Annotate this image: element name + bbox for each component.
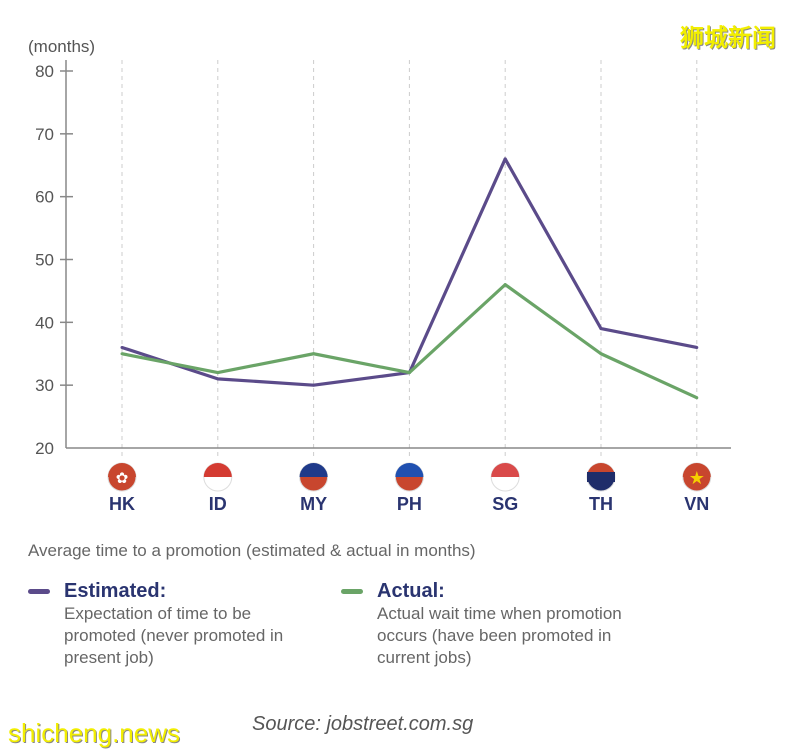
flag-icon-sg	[491, 463, 520, 477]
data-point	[599, 327, 603, 331]
data-point	[599, 352, 603, 356]
data-point	[407, 371, 411, 375]
legend-swatch-estimated	[28, 589, 50, 594]
source-note: Source: jobstreet.com.sg	[252, 713, 474, 735]
legend-estimated: Estimated: Expectation of time to be pro…	[28, 580, 328, 669]
y-tick-label: 30	[35, 376, 54, 395]
watermark: 狮城新闻	[680, 25, 776, 52]
chart-caption: Average time to a promotion (estimated &…	[28, 541, 476, 560]
data-point	[120, 352, 124, 356]
flag-icon-id	[203, 463, 232, 477]
y-tick-label: 40	[35, 313, 54, 332]
legend-desc: Actual wait time when promotion occurs (…	[377, 604, 622, 667]
data-point	[695, 345, 699, 349]
y-axis-label: (months)	[28, 37, 95, 56]
line-chart: (months) 20 30 40 50 60 70 80 ✿ HK ID MY PH SG TH ★ VN	[28, 37, 731, 514]
legend-title: Actual:	[377, 580, 445, 602]
legend-swatch-actual	[341, 589, 363, 594]
x-tick-label: ID	[209, 494, 227, 514]
x-tick-label: SG	[492, 494, 518, 514]
flower-icon: ✿	[116, 470, 129, 487]
data-point	[216, 377, 220, 381]
watermark: shicheng.news	[8, 718, 180, 748]
data-point	[120, 345, 124, 349]
legend-desc: Expectation of time to be promoted (neve…	[64, 604, 284, 667]
data-point	[695, 396, 699, 400]
flag-icon-hk	[108, 463, 136, 477]
data-point	[312, 383, 316, 387]
flag-icon-ph	[395, 463, 424, 477]
y-tick-label: 20	[35, 439, 54, 458]
y-tick-label: 60	[35, 188, 54, 207]
star-icon: ★	[689, 468, 705, 488]
flag-icon-my	[299, 463, 328, 477]
data-point	[312, 352, 316, 356]
x-tick-label: TH	[589, 494, 613, 514]
legend-actual: Actual: Actual wait time when promotion …	[341, 580, 641, 669]
y-tick-label: 80	[35, 62, 54, 81]
x-tick-label: VN	[684, 494, 709, 514]
y-tick-label: 50	[35, 251, 54, 270]
x-tick-label: PH	[397, 494, 422, 514]
legend-title: Estimated:	[64, 580, 167, 602]
data-point	[216, 371, 220, 375]
flag-icon-vn	[682, 463, 711, 477]
x-tick-label: HK	[109, 494, 135, 514]
y-tick-label: 70	[35, 125, 54, 144]
data-point	[503, 157, 507, 161]
data-point	[503, 283, 507, 287]
flag-stripe	[587, 472, 615, 482]
x-tick-label: MY	[300, 494, 327, 514]
